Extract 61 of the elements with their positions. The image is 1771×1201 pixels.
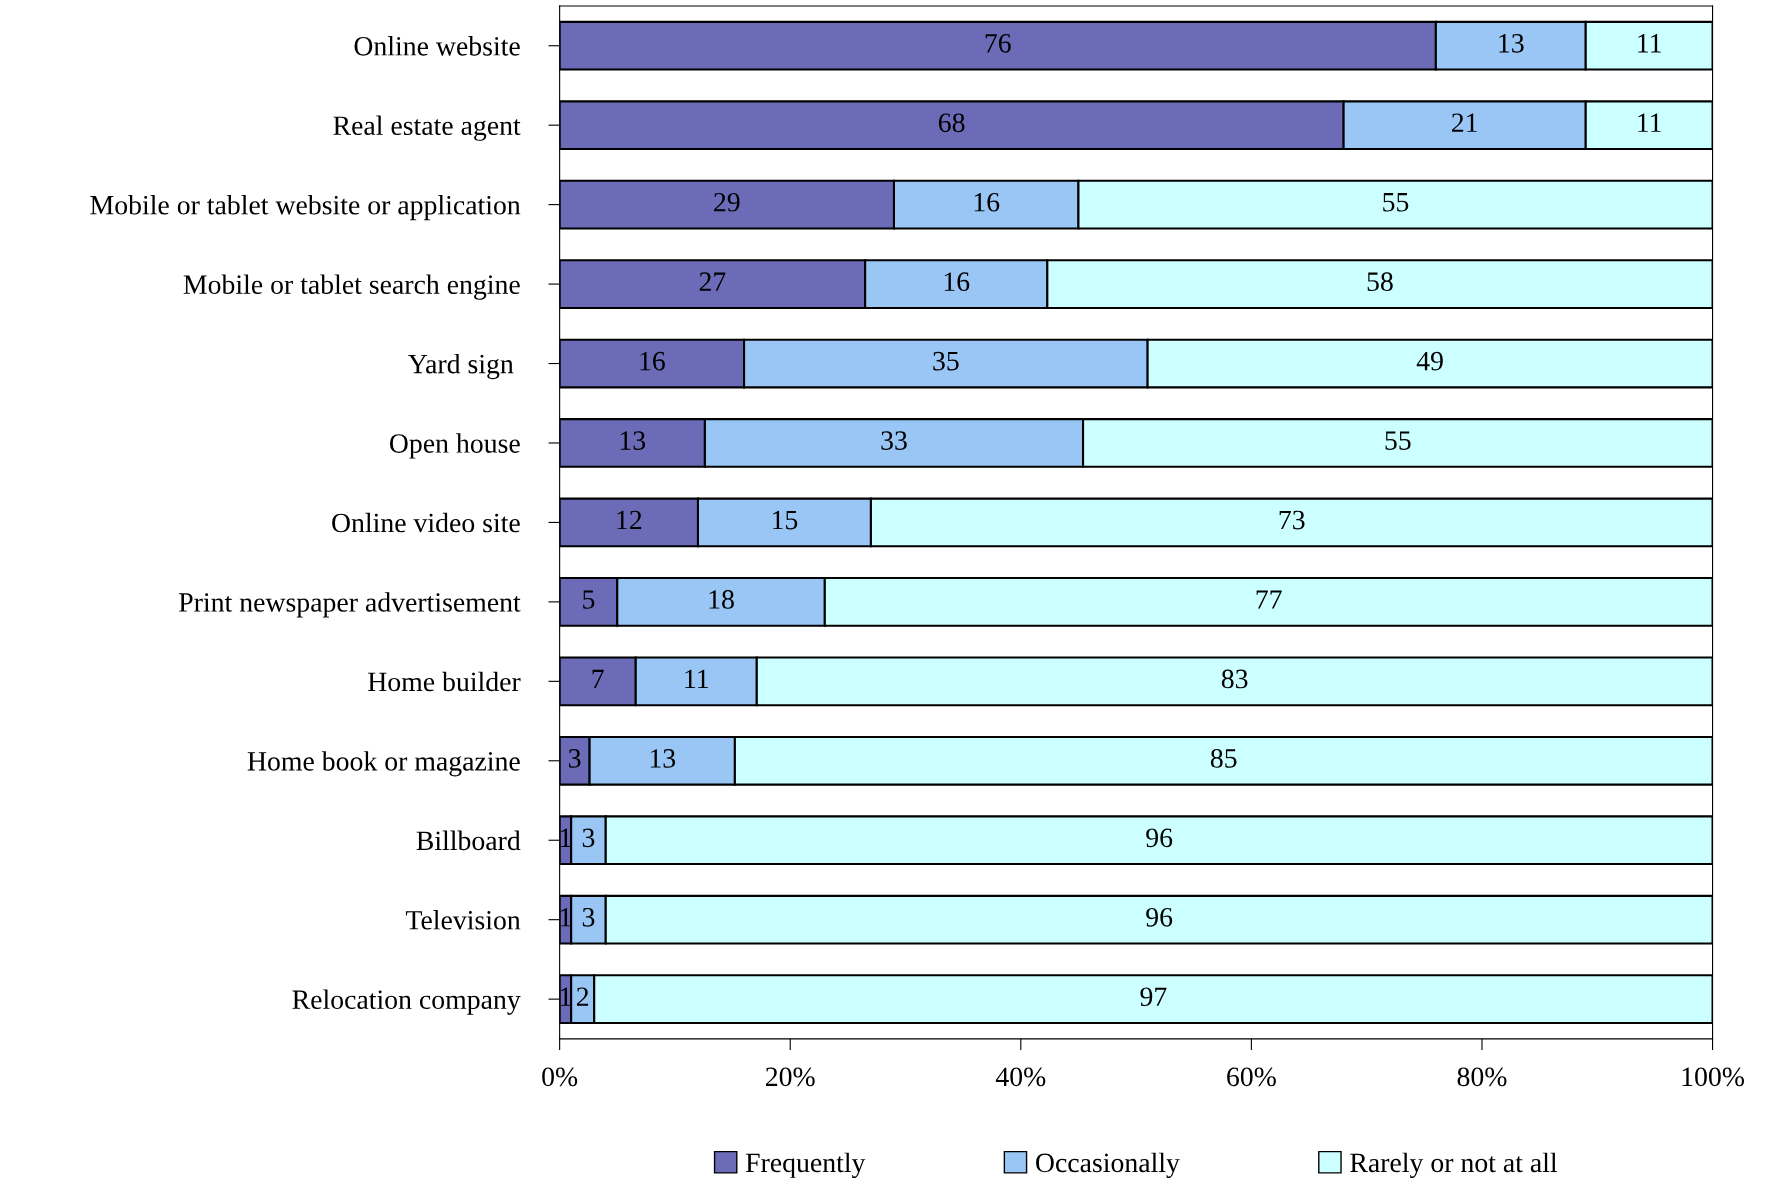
- x-tick-label: 20%: [765, 1067, 815, 1087]
- data-label: 3: [582, 907, 595, 927]
- data-label: 1: [560, 828, 571, 847]
- data-label: 15: [773, 510, 798, 530]
- data-label: 55: [1385, 431, 1411, 450]
- y-tick-label: Home book or magazine: [247, 751, 520, 777]
- legend-label: Rarely or not at all: [1350, 1152, 1558, 1178]
- data-label: 3: [569, 749, 581, 768]
- data-label: 3: [582, 828, 595, 848]
- data-label: 1: [560, 987, 571, 1006]
- data-label: 1: [560, 908, 571, 927]
- x-tick-label: 60%: [1227, 1067, 1276, 1087]
- y-tick-label: Real estate agent: [333, 115, 521, 141]
- y-tick-label: Relocation company: [292, 989, 521, 1015]
- x-tick-label: 80%: [1457, 1067, 1507, 1087]
- data-label: 76: [985, 34, 1011, 53]
- data-label: 97: [1140, 987, 1167, 1007]
- x-tick-label: 0%: [542, 1067, 578, 1087]
- y-tick-label: Billboard: [416, 830, 521, 851]
- data-label: 11: [685, 669, 708, 689]
- data-label: 13: [1499, 34, 1524, 53]
- data-label: 85: [1210, 748, 1237, 768]
- data-label: 29: [714, 192, 740, 212]
- data-label: 13: [650, 749, 676, 768]
- data-label: 7: [592, 669, 604, 689]
- y-tick-label: Yard sign: [408, 353, 514, 380]
- y-tick-label: Print newspaper advertisement: [179, 592, 521, 618]
- data-label: 35: [933, 351, 959, 371]
- data-label: 2: [576, 987, 589, 1006]
- data-label: 16: [974, 192, 1000, 212]
- data-label: 11: [1638, 113, 1661, 132]
- y-tick-label: Mobile or tablet search engine: [183, 274, 520, 300]
- data-label: 16: [640, 351, 665, 371]
- x-tick-label: 100%: [1682, 1067, 1745, 1087]
- data-label: 83: [1221, 669, 1248, 689]
- legend-label: Frequently: [745, 1152, 866, 1178]
- data-label: 55: [1383, 193, 1409, 212]
- y-tick-label: Home builder: [368, 671, 521, 692]
- data-label: 96: [1146, 907, 1173, 927]
- y-tick-label: Open house: [389, 433, 520, 459]
- y-tick-label: Mobile or tablet website or application: [90, 194, 521, 221]
- data-label: 33: [881, 431, 907, 450]
- data-label: 16: [944, 272, 970, 292]
- data-label: 21: [1452, 113, 1477, 132]
- data-label: 73: [1279, 510, 1305, 530]
- data-label: 12: [617, 510, 642, 530]
- data-label: 11: [1638, 34, 1661, 53]
- data-label: 49: [1416, 351, 1443, 371]
- data-label: 58: [1367, 272, 1393, 292]
- data-label: 96: [1146, 828, 1173, 848]
- legend-label: Occasionally: [1036, 1152, 1180, 1178]
- y-tick-label: Television: [405, 910, 521, 930]
- data-label: 5: [583, 590, 595, 609]
- data-label: 13: [620, 431, 646, 450]
- data-label: 68: [938, 113, 965, 133]
- data-label: 18: [709, 590, 734, 609]
- y-tick-label: Online website: [354, 36, 520, 56]
- data-label: 27: [699, 272, 726, 291]
- y-tick-label: Online video site: [332, 512, 520, 533]
- x-tick-label: 40%: [995, 1067, 1046, 1087]
- data-label: 77: [1256, 590, 1282, 609]
